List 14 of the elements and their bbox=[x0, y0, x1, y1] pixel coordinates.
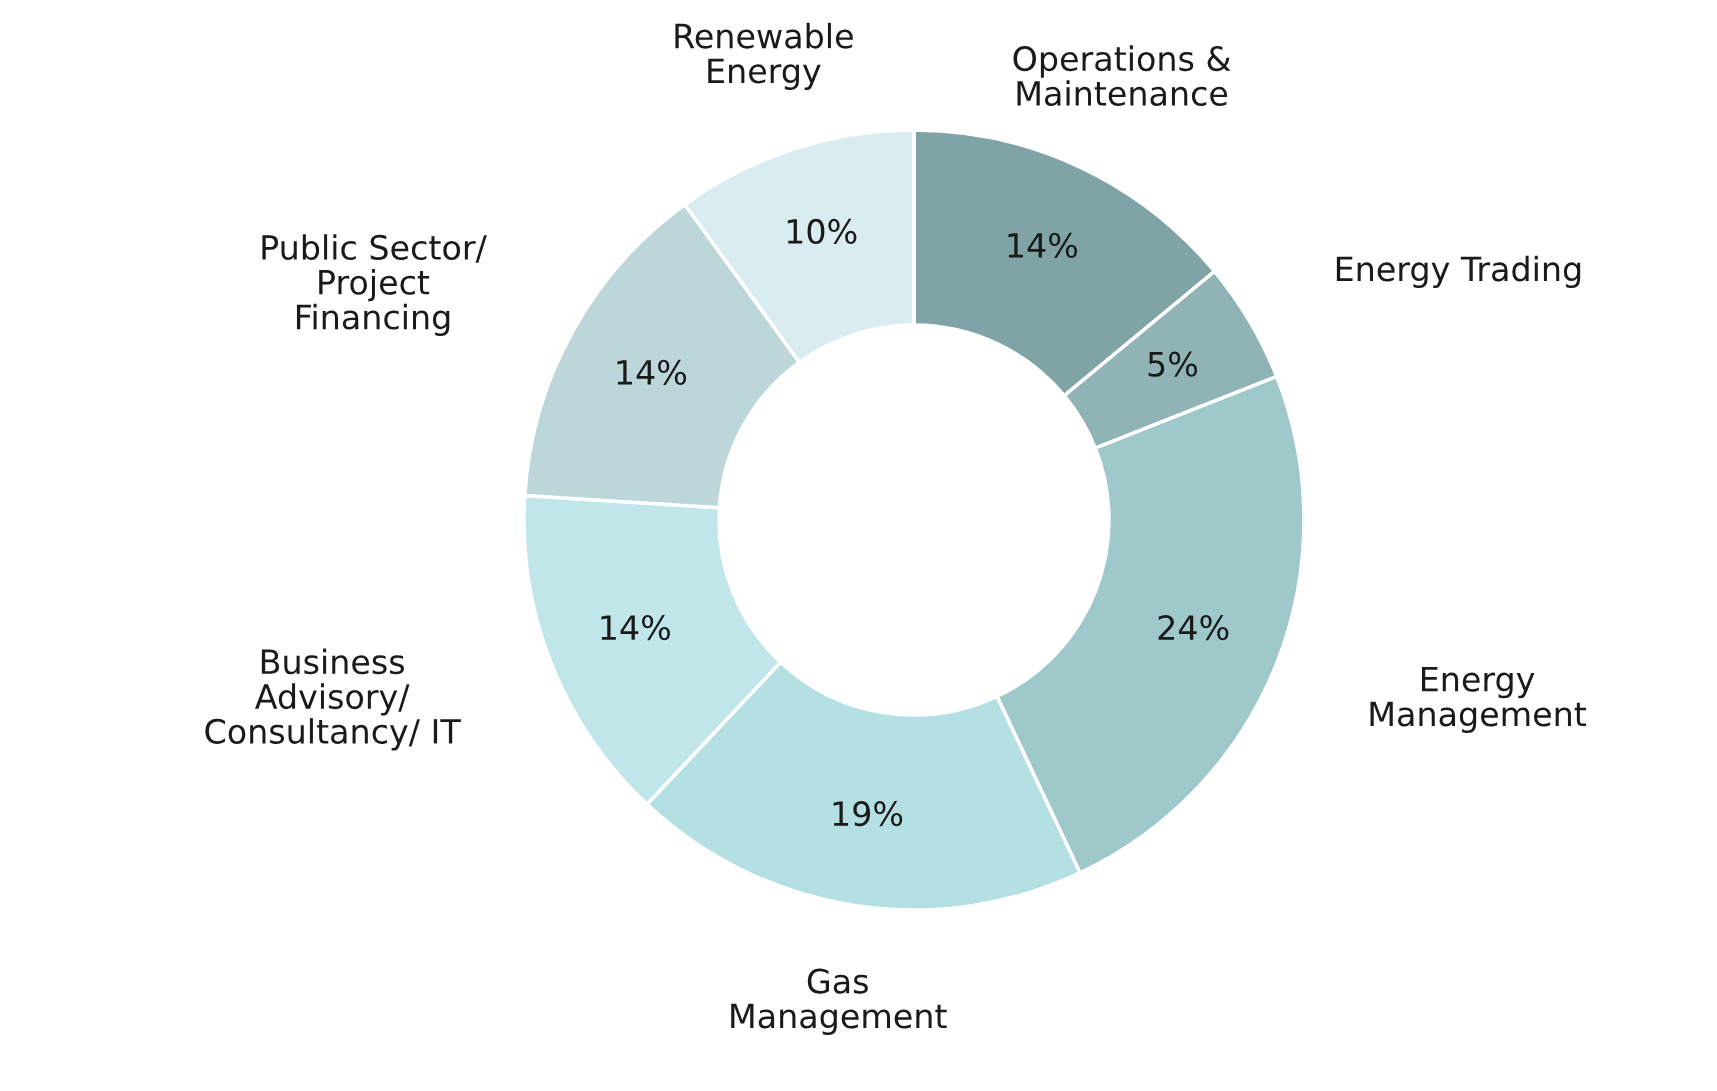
data-label: 14% bbox=[601, 615, 670, 641]
slice-label: Business Advisory/ Consultancy/ IT bbox=[205, 648, 461, 751]
slice-label: Energy Trading bbox=[1336, 255, 1581, 288]
slice-label: Renewable Energy bbox=[675, 22, 853, 90]
data-label: 14% bbox=[617, 359, 687, 385]
data-label: 5% bbox=[1148, 351, 1198, 377]
slice-label: Gas Management bbox=[731, 968, 947, 1036]
slice-label: Operations & Maintenance bbox=[1013, 45, 1231, 106]
data-label: 24% bbox=[1158, 615, 1229, 641]
data-label: 10% bbox=[787, 218, 857, 245]
data-label: 19% bbox=[833, 801, 903, 827]
slice-label: Public Sector/ Project Financing bbox=[262, 234, 487, 337]
slice-label: Energy Management bbox=[1370, 666, 1587, 733]
data-label: 14% bbox=[1008, 232, 1078, 258]
